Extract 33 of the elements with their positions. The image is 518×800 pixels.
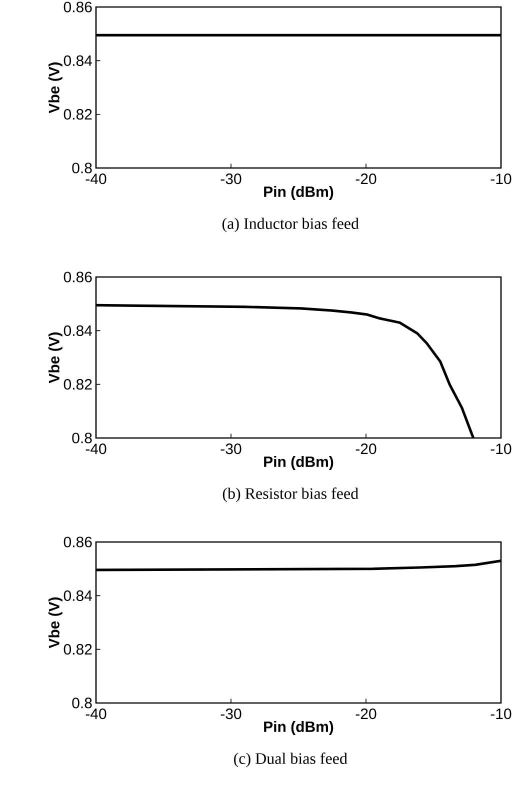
x-tick-label: -10	[490, 174, 512, 184]
y-tick-label: 0.84	[64, 55, 92, 66]
y-tick-label: 0.84	[64, 325, 92, 336]
y-tick-label: 0.86	[64, 2, 92, 12]
x-tick-label: -40	[86, 174, 106, 184]
x-axis-title: Pin (dBm)	[264, 721, 334, 735]
text: (a) Inductor bias feed	[222, 218, 359, 232]
x-tick-label: -20	[356, 708, 376, 720]
y-tick-label: 0.86	[64, 536, 92, 548]
y-tick-label: 0.86	[64, 272, 92, 282]
y-axis-title: Vbe (V)	[48, 62, 62, 114]
x-axis-title: Pin (dBm)	[264, 456, 334, 470]
y-tick-label: 0.8	[72, 432, 92, 444]
x-tick-label: -10	[490, 444, 512, 454]
x-tick-label: -40	[86, 708, 106, 720]
y-tick-label: 0.82	[64, 109, 92, 120]
text: (b) Resistor bias feed	[222, 488, 358, 502]
x-tick-label: -30	[220, 444, 242, 454]
y-tick-label: 0.8	[72, 698, 92, 708]
x-axis-title: Pin (dBm)	[264, 186, 334, 200]
y-axis-title: Vbe (V)	[48, 597, 62, 648]
text: (c) Dual bias feed	[234, 752, 348, 768]
y-tick-label: 0.84	[64, 590, 92, 601]
x-tick-label: -30	[220, 708, 242, 720]
y-tick-label: 0.82	[64, 379, 92, 390]
x-tick-label: -40	[86, 444, 106, 454]
y-tick-label: 0.8	[72, 162, 92, 174]
y-tick-label: 0.82	[64, 644, 92, 655]
y-axis-title: Vbe (V)	[48, 332, 62, 384]
x-tick-label: -20	[356, 174, 376, 184]
x-tick-label: -20	[356, 444, 376, 454]
x-tick-label: -30	[220, 174, 242, 184]
x-tick-label: -10	[490, 708, 512, 720]
